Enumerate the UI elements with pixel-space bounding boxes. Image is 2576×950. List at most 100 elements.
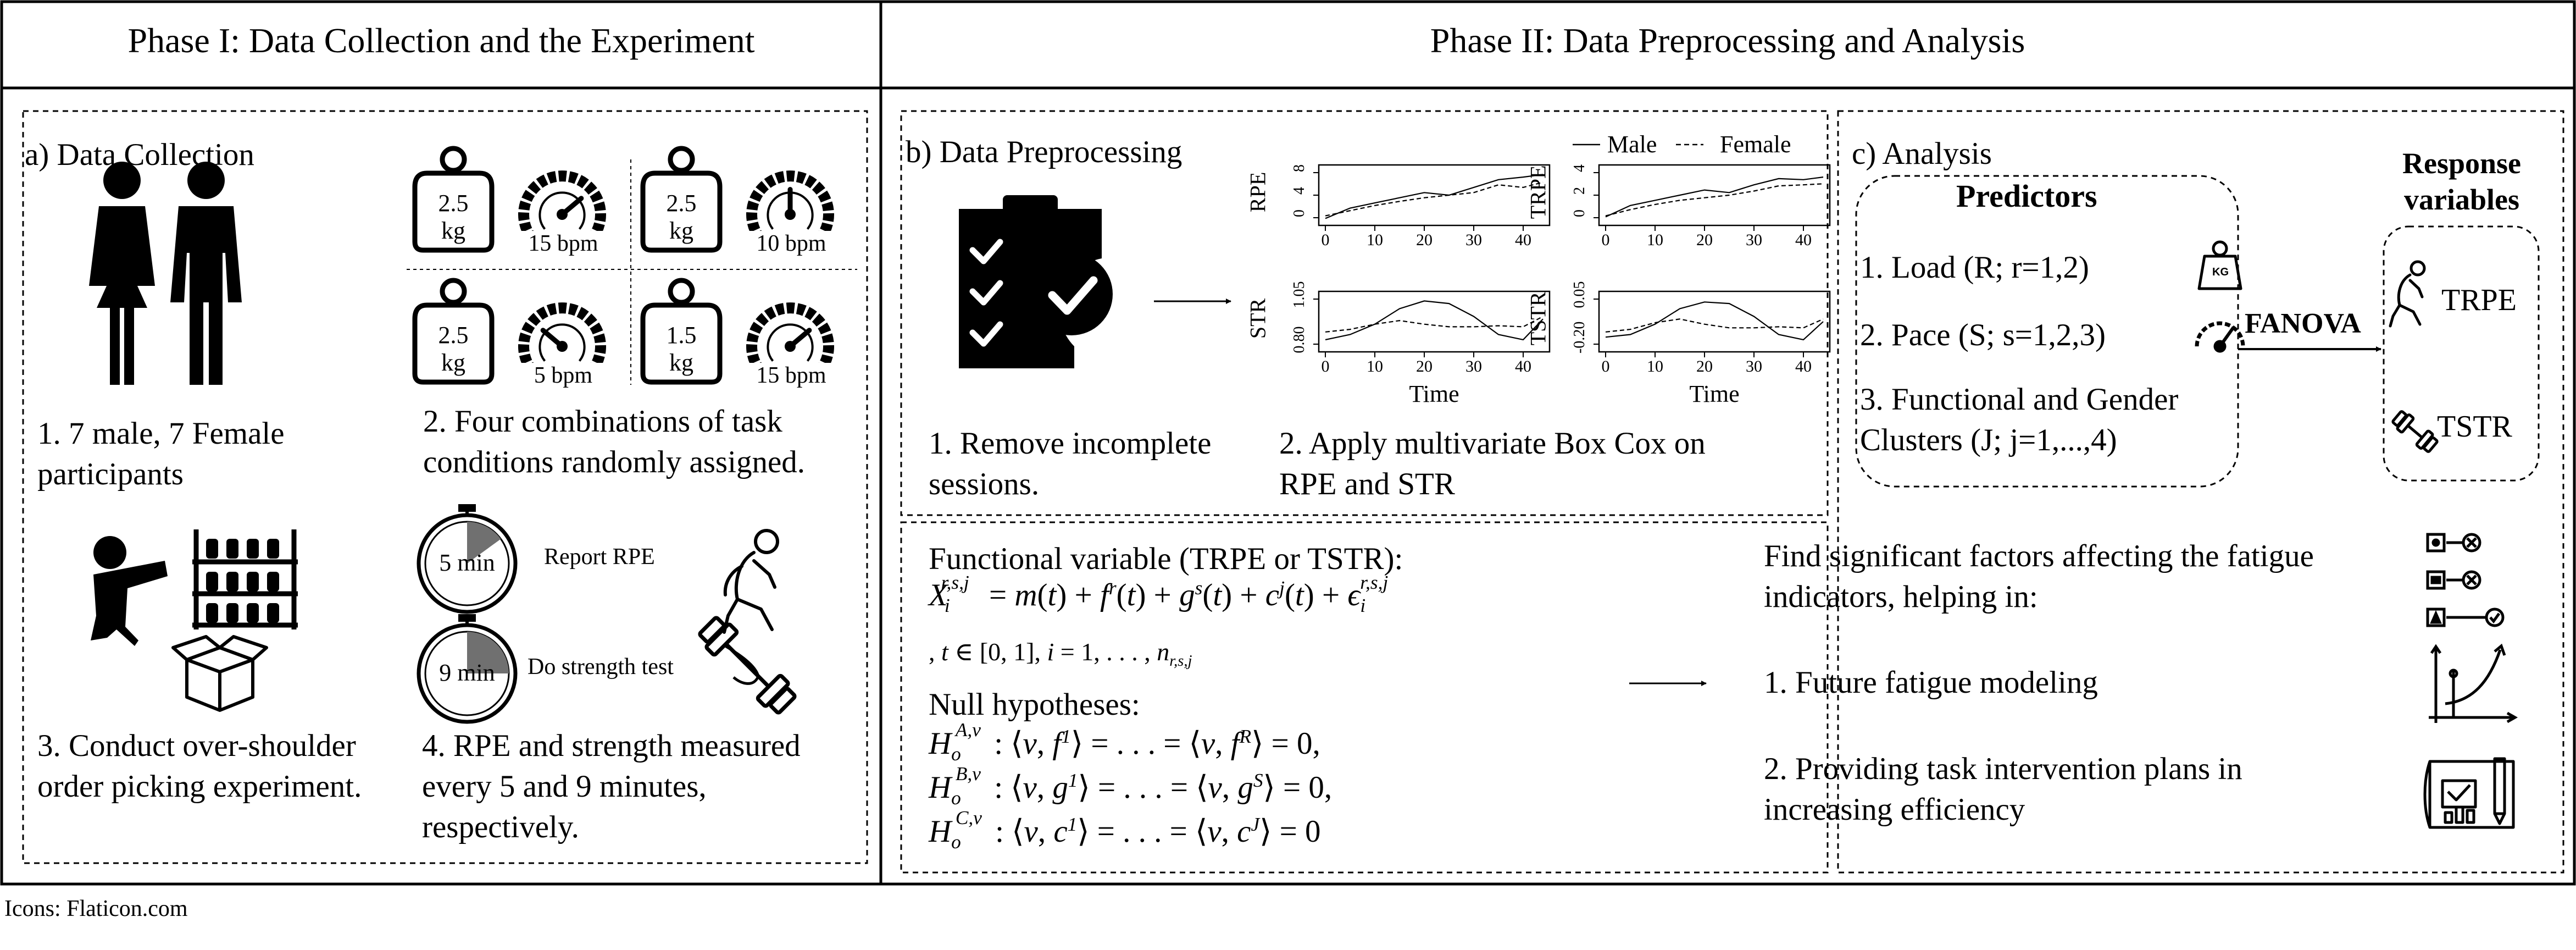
blueprint-icon [2423,757,2515,829]
fanova-label: FANOVA [2245,308,2361,339]
icon-credit: Icons: Flaticon.com [4,896,188,921]
predictor-load: 1. Load (R; r=1,2) [1860,250,2089,285]
female-series-line [1605,183,1824,217]
pace-gauge-icon-1 [518,170,606,243]
fatigue-person-icon [723,529,779,634]
y-axis-label: STR [1245,298,1270,339]
model-heading: Functional variable (TRPE or TSTR): [929,542,1403,576]
male-series-line [1325,300,1544,341]
data-collection-step3: 3. Conduct over-shoulder order picking e… [37,728,362,804]
weight-unit-1: kg [441,217,465,244]
x-tick-label: 10 [1647,231,1663,249]
data-collection-heading: a) Data Collection [25,137,254,172]
preprocessing-panel [900,110,1829,516]
y-tick-label: 1.05 [1291,281,1308,308]
timer-icons [417,504,518,724]
shelf-icon [192,529,298,629]
x-tick-label: 0 [1321,357,1330,375]
predictor-clusters: 3. Functional and Gender Clusters (J; j=… [1860,382,2179,458]
phase2-frame [879,0,2576,886]
pace-gauge-icon-2 [746,170,834,243]
male-series-line [1605,301,1824,341]
timer-action-1: Report RPE [544,544,655,570]
findings-item2: 2. Providing task intervention plans in … [1764,752,2242,827]
weight-icon-3 [412,278,495,385]
timer-action-2: Do strength test [528,654,674,680]
pace-label-1: 15 bpm [508,231,618,257]
male-series-line [1325,174,1544,219]
mini-chart-tstr [1594,290,1831,357]
x-tick-label: 0 [1601,357,1610,375]
predictors-title: Predictors [1956,178,2097,214]
pace-label-4: 15 bpm [736,363,846,389]
y-tick-label: 4 [1571,164,1588,172]
x-axis-label: Time [1409,380,1459,407]
findings-item1: 1. Future fatigue modeling [1764,665,2098,700]
x-tick-label: 10 [1647,357,1663,375]
x-tick-label: 20 [1696,357,1713,375]
y-axis-label: TSTR [1525,291,1551,346]
y-tick-label: 8 [1291,164,1308,172]
mini-chart-rpe [1313,164,1551,231]
x-tick-label: 30 [1746,357,1762,375]
pace-gauge-icon-4 [746,302,834,375]
box-icon [171,635,268,712]
gauge-icons [518,170,834,375]
female-series-line [1325,316,1544,333]
weight-icon-4 [640,278,723,385]
growth-chart-icon [2429,643,2518,723]
weight-unit-2: kg [669,217,693,244]
people-icon [89,162,242,385]
legend-male-label: Male [1607,131,1657,158]
y-axis-label: RPE [1245,172,1270,213]
y-tick-label: 0.80 [1291,326,1308,354]
worker-icon [91,536,168,646]
x-tick-label: 20 [1696,231,1713,249]
null-heading: Null hypotheses: [929,687,1140,722]
predictors-box [1855,175,2239,488]
x-tick-label: 10 [1367,357,1383,375]
y-tick-label: 0.05 [1571,281,1588,308]
weight-value-1: 2.5 [438,190,469,217]
null-hypothesis-a: HoA,ν : ⟨ν, f1⟩ = . . . = ⟨ν, fR⟩ = 0, [929,719,1320,765]
weight-value-4: 1.5 [666,322,697,349]
x-tick-label: 10 [1367,231,1383,249]
phase2-title: Phase II: Data Preprocessing and Analysi… [1430,21,2025,60]
mini-chart-str [1313,290,1551,357]
data-collection-step4: 4. RPE and strength measured every 5 and… [422,728,801,845]
mini-chart-trpe [1594,164,1831,231]
x-tick-label: 0 [1601,231,1610,249]
response-tstr: TSTR [2437,410,2512,444]
x-tick-label: 30 [1465,357,1482,375]
preprocessing-heading: b) Data Preprocessing [906,135,1182,169]
legend-female-label: Female [1720,131,1791,158]
x-tick-label: 40 [1795,231,1812,249]
speed-gauge-icon [2195,321,2245,353]
response-trpe: TRPE [2441,283,2517,317]
pace-gauge-icon-3 [518,302,606,375]
x-tick-label: 0 [1321,231,1330,249]
x-tick-label: 40 [1795,357,1812,375]
x-tick-label: 40 [1515,357,1531,375]
weight-icon-2 [640,146,723,253]
dumbbell-icon [698,616,797,715]
null-hypothesis-c: HoC,ν : ⟨ν, c1⟩ = . . . = ⟨ν, cJ⟩ = 0 [929,807,1321,853]
weight-unit-3: kg [441,349,465,376]
model-domain: , t ∈ [0, 1], i = 1, . . . , nr,s,j [929,638,1192,670]
y-axis-label: TRPE [1525,165,1551,219]
preprocessing-step2: 2. Apply multivariate Box Cox on RPE and… [1279,426,1706,502]
weight-value-3: 2.5 [438,322,469,349]
tstr-dumbbell-icon [2391,410,2439,453]
x-tick-label: 20 [1416,357,1433,375]
pace-label-2: 10 bpm [736,231,846,257]
female-series-line [1325,181,1544,217]
findings-intro: Find significant factors affecting the f… [1764,539,2314,615]
x-tick-label: 20 [1416,231,1433,249]
stopwatch-label-1: 5 min [439,549,495,576]
stopwatch-label-2: 9 min [439,659,495,686]
x-axis-label: Time [1689,380,1740,407]
analysis-panel [1837,110,2564,874]
x-tick-label: 30 [1746,231,1762,249]
null-hypothesis-b: HoB,ν : ⟨ν, g1⟩ = . . . = ⟨ν, gS⟩ = 0, [929,763,1333,809]
